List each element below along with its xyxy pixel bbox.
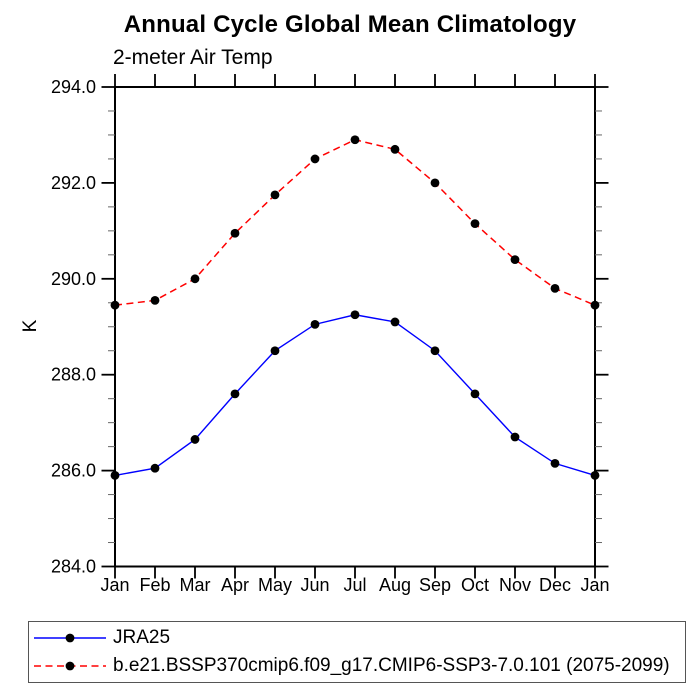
- x-tick-label: May: [258, 575, 292, 595]
- data-point-marker: [150, 295, 160, 305]
- legend-line-sample: [34, 661, 106, 671]
- legend-marker: [65, 661, 75, 671]
- x-tick-label: Sep: [419, 575, 451, 595]
- legend-box: JRA25 b.e21.BSSP370cmip6.f09_g17.CMIP6-SS…: [28, 621, 686, 683]
- x-tick-label: Oct: [461, 575, 489, 595]
- data-point-marker: [390, 317, 400, 327]
- chart-subtitle: 2-meter Air Temp: [113, 46, 273, 69]
- data-point-marker: [590, 470, 600, 480]
- y-tick-label: 292.0: [51, 173, 96, 193]
- y-tick-label: 284.0: [51, 557, 96, 577]
- data-point-marker: [550, 459, 560, 468]
- legend-label: JRA25: [113, 627, 171, 648]
- data-point-marker: [590, 300, 600, 310]
- plot-frame: [114, 86, 596, 568]
- legend-row: JRA25: [32, 624, 685, 652]
- data-point-marker: [310, 319, 320, 329]
- series-line-0: [114, 314, 596, 477]
- legend-line-sample: [34, 633, 106, 643]
- legend-label: b.e21.BSSP370cmip6.f09_g17.CMIP6-SSP3-7.…: [113, 655, 670, 676]
- data-point-marker: [230, 228, 240, 238]
- data-point-marker: [230, 389, 240, 399]
- data-point-marker: [110, 470, 120, 480]
- data-point-marker: [190, 274, 200, 284]
- data-point-marker: [270, 190, 280, 200]
- data-point-marker: [310, 154, 320, 164]
- data-point-marker: [350, 135, 360, 145]
- data-point-marker: [510, 432, 520, 442]
- data-point-marker: [550, 283, 560, 293]
- data-point-marker: [430, 178, 440, 188]
- x-tick-label: Mar: [180, 575, 211, 595]
- x-tick-label: Jun: [300, 575, 329, 595]
- y-axis-label: K: [20, 319, 41, 332]
- x-tick-label: Jan: [580, 575, 609, 595]
- x-tick-label: Jan: [100, 575, 129, 595]
- data-point-marker: [470, 219, 480, 229]
- y-tick-label: 288.0: [51, 365, 96, 385]
- data-point-marker: [190, 435, 200, 444]
- x-tick-label: Aug: [379, 575, 411, 595]
- x-tick-label: Jul: [343, 575, 366, 595]
- x-tick-label: Nov: [499, 575, 531, 595]
- x-tick-label: Apr: [221, 575, 249, 595]
- data-point-marker: [470, 389, 480, 399]
- chart-title: Annual Cycle Global Mean Climatology: [123, 11, 577, 38]
- y-tick-label: 290.0: [51, 269, 96, 289]
- y-tick-label: 294.0: [51, 77, 96, 97]
- legend-row: b.e21.BSSP370cmip6.f09_g17.CMIP6-SSP3-7.…: [32, 652, 685, 680]
- x-tick-label: Feb: [139, 575, 170, 595]
- x-tick-label: Dec: [539, 575, 571, 595]
- data-point-marker: [270, 346, 280, 356]
- data-point-marker: [350, 310, 360, 320]
- series-line-1: [114, 138, 596, 306]
- legend-marker: [65, 633, 75, 643]
- data-point-marker: [110, 300, 120, 310]
- data-point-marker: [510, 255, 520, 265]
- y-tick-label: 286.0: [51, 461, 96, 481]
- data-point-marker: [390, 144, 400, 154]
- data-point-marker: [430, 346, 440, 356]
- data-point-marker: [150, 463, 160, 473]
